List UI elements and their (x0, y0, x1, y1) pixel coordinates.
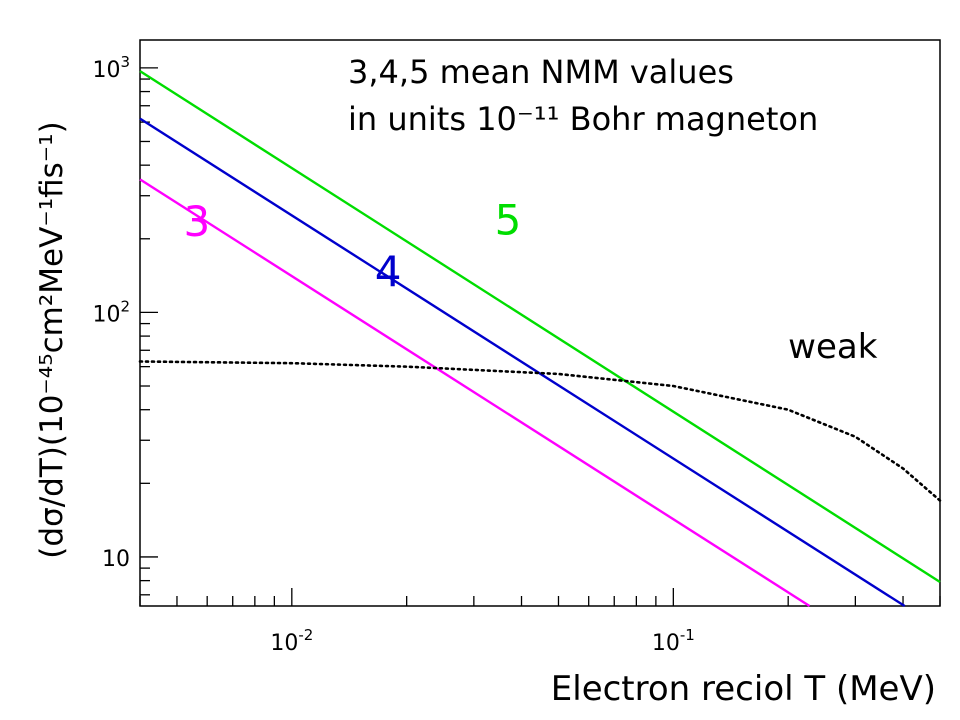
y-axis-label: (dσ/dT)(10⁻⁴⁵cm²MeV⁻¹fis⁻¹) (34, 121, 70, 558)
y-tick-label: 102 (92, 297, 130, 327)
chart-title-line-1: 3,4,5 mean NMM values (348, 53, 734, 91)
x-tick-label: 10-2 (270, 626, 313, 656)
series-labels: 3 4 5 weak (183, 196, 877, 368)
tick-labels: 10-2 10-1 10 102 103 (92, 53, 694, 656)
series-line-3 (139, 178, 811, 608)
series-label-3: 3 (183, 197, 210, 246)
y-tick-label: 103 (92, 53, 130, 83)
x-tick-label: 10-1 (652, 626, 695, 656)
series-label-weak: weak (788, 327, 878, 367)
series-label-5: 5 (495, 196, 522, 245)
y-axis-ticks (140, 67, 158, 596)
series-label-4: 4 (375, 247, 402, 296)
x-axis-ticks (139, 588, 941, 606)
series-layer (138, 70, 942, 608)
series-line-5 (139, 70, 941, 583)
series-line-4 (139, 117, 906, 608)
chart-title-line-2: in units 10⁻¹¹ Bohr magneton (348, 100, 818, 138)
series-line-weak (138, 360, 942, 502)
y-tick-label: 10 (102, 547, 130, 572)
x-axis-label: Electron reciol T (MeV) (551, 669, 936, 709)
